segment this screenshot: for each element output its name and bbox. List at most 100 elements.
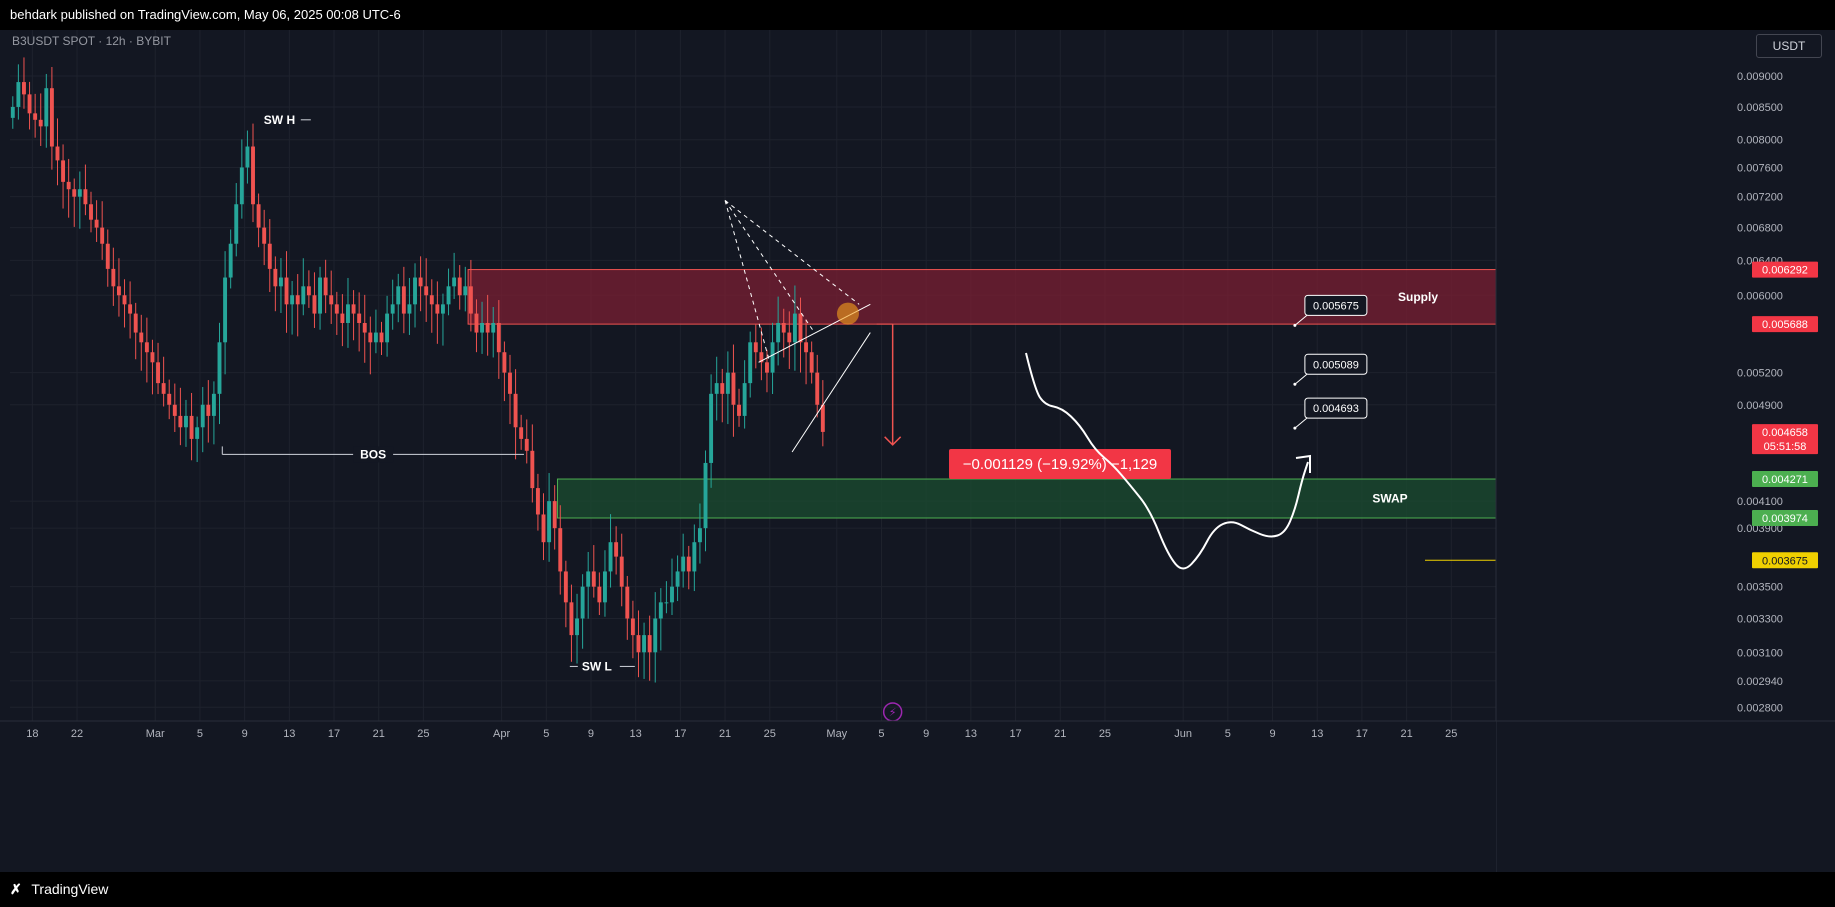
candle-body: [105, 243, 110, 269]
candle-body: [33, 113, 38, 120]
bos-label: BOS: [360, 447, 386, 461]
candle-body: [496, 322, 501, 353]
candle-body: [111, 268, 116, 287]
candle-body: [172, 404, 177, 416]
price-tick-label: 0.008000: [1737, 135, 1783, 147]
candle-body: [820, 404, 825, 432]
time-tick-label: 21: [1054, 728, 1066, 740]
price-tick-label: 0.003900: [1737, 523, 1783, 535]
invalidation-price: 0.003675: [1762, 555, 1808, 567]
price-axis[interactable]: 0.009000 0.008500 0.008000 0.007600 0.007200…: [1495, 30, 1835, 872]
candle-body: [737, 404, 741, 416]
candle-body: [379, 332, 384, 343]
candle-body: [770, 342, 775, 373]
candle-body: [547, 501, 552, 543]
candle-body: [195, 427, 200, 439]
wedge-lower-line: [791, 332, 871, 453]
time-tick-label: 13: [1311, 728, 1323, 740]
swap-zone: [556, 478, 1497, 519]
candle-body: [440, 304, 445, 314]
brand-text: TradingView: [31, 881, 109, 897]
candle-body: [742, 383, 747, 416]
candle-body: [278, 277, 283, 287]
time-tick-label: 5: [878, 728, 884, 740]
candle-body: [776, 322, 781, 343]
candle-body: [591, 571, 596, 587]
candle-body: [340, 313, 345, 323]
candle-body: [792, 313, 797, 343]
time-tick-label: 22: [71, 728, 83, 740]
candle-body: [804, 342, 809, 353]
last-price-label: 0.004658: [1762, 427, 1808, 439]
candle-body: [89, 204, 93, 220]
projection-arrowhead: [1295, 454, 1311, 473]
candle-body: [452, 277, 457, 287]
candle-body: [502, 352, 507, 373]
time-tick-label: May: [826, 728, 847, 740]
target-pointer: [1294, 417, 1308, 429]
candle-body: [385, 313, 390, 343]
wedge-dashed-line: [724, 200, 771, 363]
candle-body: [178, 415, 183, 428]
candle-body: [630, 618, 635, 636]
candle-body: [463, 286, 468, 296]
last-price-bg: [1752, 424, 1818, 455]
candle-body: [658, 602, 663, 619]
candle-body: [295, 295, 300, 305]
time-tick-label: 5: [197, 728, 203, 740]
candle-body: [27, 94, 32, 114]
candle-body: [703, 462, 708, 529]
supply-bottom-price: 0.005688: [1762, 319, 1808, 331]
candle-body: [413, 277, 417, 305]
zones: Supply SWAP: [467, 269, 1497, 519]
bos-label-bg: [353, 446, 394, 463]
candle-body: [22, 82, 26, 95]
time-tick-label: 5: [543, 728, 549, 740]
candle-body: [251, 146, 255, 205]
candle-body: [234, 204, 239, 244]
target-callout: [1304, 397, 1368, 419]
candle-body: [429, 295, 434, 305]
currency-selector[interactable]: USDT: [1756, 34, 1822, 58]
candle-body: [765, 362, 769, 373]
measure-label: −0.001129 (−19.92%) −1,129: [963, 456, 1157, 473]
candle-body: [373, 332, 378, 343]
candle-body: [725, 372, 730, 394]
price-tick-label: 0.008500: [1737, 102, 1783, 114]
candle-body: [675, 571, 680, 587]
candle-body: [597, 586, 602, 603]
price-tick-label: 0.005200: [1737, 368, 1783, 380]
time-tick-label: 21: [373, 728, 385, 740]
candle-body: [508, 372, 512, 394]
candle-body: [781, 322, 786, 333]
candle-body: [619, 556, 624, 587]
candle-body: [480, 322, 485, 333]
time-tick-label: 21: [1400, 728, 1412, 740]
candle-body: [697, 528, 702, 543]
candle-body: [273, 268, 278, 287]
price-tick-label: 0.003300: [1737, 613, 1783, 625]
price-tick-label: 0.009000: [1737, 71, 1783, 83]
candle-body: [245, 146, 250, 168]
price-chart[interactable]: Supply SWAP BOS SW H SW L −0.001129 (−19.92%…: [0, 30, 1835, 872]
candle-body: [318, 277, 323, 314]
time-tick-label: 21: [719, 728, 731, 740]
candle-body: [580, 586, 585, 619]
candle-body: [418, 277, 423, 287]
candle-body: [748, 342, 753, 384]
time-axis[interactable]: 18 22 Mar 5 9 13 17 21 25 Apr 5 9 13 17 21 25 May 5 9 13 17 2…: [0, 720, 1835, 872]
projection-path: [1025, 352, 1309, 570]
candle-body: [625, 586, 630, 619]
candle-body: [552, 501, 557, 529]
swing-high-label: SW H: [264, 113, 295, 127]
candles: [10, 57, 825, 683]
candle-body: [189, 415, 194, 439]
time-tick-label: 9: [242, 728, 248, 740]
price-tick-label: 0.004900: [1737, 400, 1783, 412]
target-pointer: [1294, 373, 1308, 385]
measure-label-bg: [949, 448, 1171, 479]
symbol-label: B3USDT SPOT · 12h · BYBIT: [12, 34, 171, 48]
measure-arrowhead: [884, 436, 902, 446]
target-callout: [1304, 294, 1368, 316]
candle-body: [116, 286, 121, 296]
